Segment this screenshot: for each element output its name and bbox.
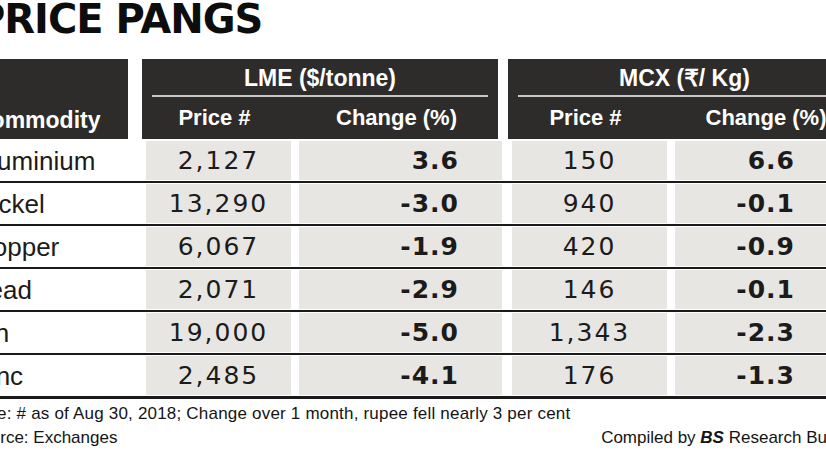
lme-price-value: 2,071 — [146, 270, 291, 309]
compiled-suffix: Research Bureau — [724, 428, 826, 447]
mcx-change-value: 6.6 — [675, 141, 826, 180]
source-credit: Source: Exchanges — [0, 428, 117, 448]
lme-change-value: -4.1 — [299, 356, 502, 395]
mcx-price-value: 940 — [512, 184, 667, 223]
lme-price-value: 2,485 — [146, 356, 291, 395]
mcx-price-value: 420 — [512, 227, 667, 266]
commodity-name: Tin — [0, 313, 132, 352]
lme-header-group: LME ($/tonne) Price # Change (%) — [142, 59, 498, 139]
compiled-credit: Compiled by BS Research Bureau — [601, 428, 826, 448]
lme-price-value: 19,000 — [146, 313, 291, 352]
commodity-column-header: Commodity — [0, 59, 128, 139]
lme-price-value: 13,290 — [146, 184, 291, 223]
lme-change-value: -5.0 — [299, 313, 502, 352]
lme-price-header: Price # — [142, 97, 287, 137]
cropped-inner-canvas: PRICE PANGS Commodity LME ($/tonne) Pric… — [0, 0, 826, 448]
mcx-change-header: Change (%) — [671, 97, 826, 137]
mcx-group-label: MCX (₹/ Kg) — [508, 59, 826, 95]
lme-subheader-row: Price # Change (%) — [142, 97, 498, 137]
mcx-change-value: -1.3 — [675, 356, 826, 395]
column-gap — [498, 59, 508, 139]
table-header: Commodity LME ($/tonne) Price # Change (… — [0, 59, 826, 139]
compiled-prefix: Compiled by — [601, 428, 700, 447]
mcx-price-value: 1,343 — [512, 313, 667, 352]
row-separator — [0, 224, 826, 226]
row-separator — [0, 267, 826, 269]
table-bottom-rule — [0, 396, 826, 399]
mcx-header-group: MCX (₹/ Kg) Price # Change (%) — [508, 59, 826, 139]
commodity-name: Copper — [0, 227, 132, 266]
mcx-price-value: 150 — [512, 141, 667, 180]
commodity-price-table: Commodity LME ($/tonne) Price # Change (… — [0, 59, 826, 399]
footnote: Note: # as of Aug 30, 2018; Change over … — [0, 404, 826, 424]
mcx-change-value: -2.3 — [675, 313, 826, 352]
commodity-name: Zinc — [0, 356, 132, 395]
table-body: Aluminium 2,127 3.6 150 6.6 Nickel 13,29… — [0, 141, 826, 399]
table-row: Lead 2,071 -2.9 146 -0.1 — [0, 270, 826, 309]
commodity-name: Aluminium — [0, 141, 132, 180]
mcx-change-value: -0.1 — [675, 184, 826, 223]
column-gap — [128, 59, 142, 139]
commodity-name: Lead — [0, 270, 132, 309]
table-row: Copper 6,067 -1.9 420 -0.9 — [0, 227, 826, 266]
table-row: Tin 19,000 -5.0 1,343 -2.3 — [0, 313, 826, 352]
row-separator — [0, 353, 826, 355]
mcx-subheader-row: Price # Change (%) — [508, 97, 826, 137]
lme-change-value: -1.9 — [299, 227, 502, 266]
lme-price-value: 6,067 — [146, 227, 291, 266]
lme-change-value: -3.0 — [299, 184, 502, 223]
infographic-canvas: PRICE PANGS Commodity LME ($/tonne) Pric… — [0, 0, 826, 465]
lme-change-value: -2.9 — [299, 270, 502, 309]
row-separator — [0, 310, 826, 312]
footer-row: Source: Exchanges Compiled by BS Researc… — [0, 428, 826, 448]
lme-change-value: 3.6 — [299, 141, 502, 180]
page-title: PRICE PANGS — [0, 0, 826, 43]
mcx-price-value: 146 — [512, 270, 667, 309]
mcx-price-value: 176 — [512, 356, 667, 395]
commodity-name: Nickel — [0, 184, 132, 223]
row-separator — [0, 181, 826, 183]
lme-price-value: 2,127 — [146, 141, 291, 180]
lme-change-header: Change (%) — [295, 97, 498, 137]
mcx-price-header: Price # — [508, 97, 663, 137]
mcx-change-value: -0.9 — [675, 227, 826, 266]
mcx-change-value: -0.1 — [675, 270, 826, 309]
table-row: Nickel 13,290 -3.0 940 -0.1 — [0, 184, 826, 223]
lme-group-label: LME ($/tonne) — [142, 59, 498, 95]
commodity-header-label: Commodity — [0, 99, 101, 139]
table-row: Zinc 2,485 -4.1 176 -1.3 — [0, 356, 826, 395]
compiled-brand: BS — [700, 428, 724, 447]
table-row: Aluminium 2,127 3.6 150 6.6 — [0, 141, 826, 180]
